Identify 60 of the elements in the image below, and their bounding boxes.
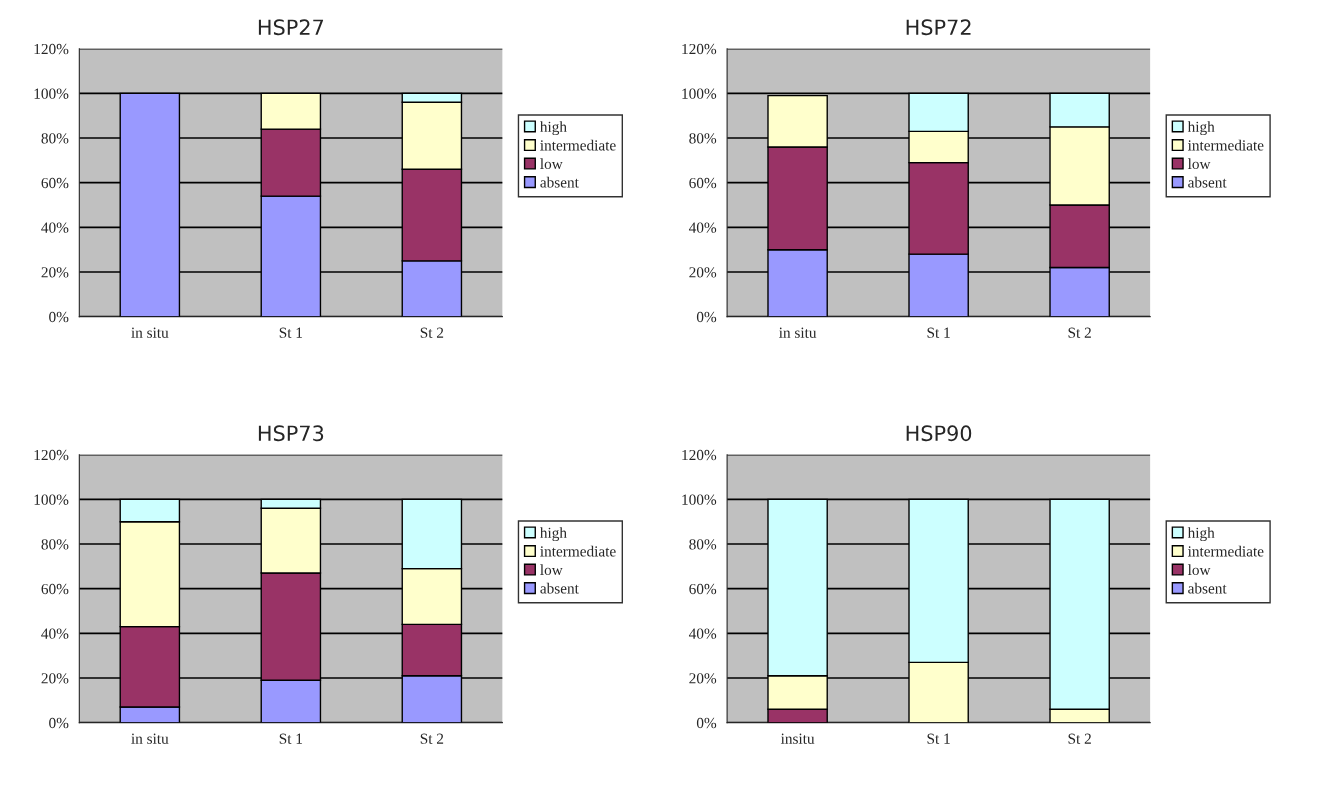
x-tick-label: St 2 xyxy=(1068,733,1091,744)
y-tick-label: 40% xyxy=(41,628,69,639)
x-tick-label: in situ xyxy=(779,327,817,338)
y-tick-label: 120% xyxy=(34,43,69,55)
x-tick-label: St 2 xyxy=(420,733,444,744)
y-tick-label: 120% xyxy=(34,449,69,461)
y-tick-label: 60% xyxy=(689,177,717,189)
legend-label: intermediate xyxy=(540,545,616,557)
y-tick-label: 0% xyxy=(49,311,69,323)
y-tick-label: 80% xyxy=(689,133,717,144)
chart-title: HSP27 xyxy=(258,19,324,36)
y-tick-label: 40% xyxy=(688,628,717,639)
y-tick-label: 0% xyxy=(49,717,69,729)
y-tick-label: 0% xyxy=(696,717,717,729)
x-tick-label: in situ xyxy=(131,327,169,338)
y-tick-label: 100% xyxy=(34,494,69,505)
legend-label: high xyxy=(540,121,567,136)
legend-label: absent xyxy=(540,582,579,594)
y-tick-label: 40% xyxy=(41,222,69,233)
x-tick-label: in situ xyxy=(131,733,169,744)
y-tick-label: 100% xyxy=(34,88,69,99)
y-tick-label: 100% xyxy=(682,494,717,505)
y-tick-label: 120% xyxy=(682,43,717,55)
y-tick-label: 20% xyxy=(41,267,69,278)
legend-label: absent xyxy=(1188,582,1227,594)
y-tick-label: 100% xyxy=(682,88,717,99)
y-tick-label: 120% xyxy=(682,449,717,461)
legend-label: low xyxy=(1187,158,1211,170)
chart-title: HSP90 xyxy=(906,425,972,442)
legend-label: high xyxy=(1187,527,1215,542)
y-tick-label: 20% xyxy=(689,267,717,278)
y-tick-label: 80% xyxy=(689,539,717,550)
x-tick-label: insitu xyxy=(780,733,815,744)
legend-label: intermediate xyxy=(1187,545,1264,557)
legend-label: absent xyxy=(540,176,579,188)
x-tick-label: St 1 xyxy=(279,733,303,744)
y-tick-label: 80% xyxy=(41,539,69,550)
y-tick-label: 0% xyxy=(696,311,717,323)
x-tick-label: St 2 xyxy=(420,327,444,338)
y-tick-label: 20% xyxy=(41,673,69,684)
x-tick-label: St 2 xyxy=(1068,327,1091,338)
y-tick-label: 40% xyxy=(688,222,717,233)
y-tick-label: 60% xyxy=(41,583,69,595)
y-tick-label: 60% xyxy=(689,583,717,595)
legend-label: intermediate xyxy=(1187,139,1264,151)
legend-label: low xyxy=(540,564,563,576)
legend-label: absent xyxy=(1188,176,1227,188)
legend-label: low xyxy=(1187,564,1211,576)
y-tick-label: 20% xyxy=(689,673,717,684)
y-tick-label: 60% xyxy=(41,177,69,189)
legend-label: high xyxy=(540,527,567,542)
chart-title: HSP72 xyxy=(906,19,971,36)
legend-label: low xyxy=(540,158,563,170)
legend-label: intermediate xyxy=(540,139,616,151)
x-tick-label: St 1 xyxy=(927,327,950,338)
x-tick-label: St 1 xyxy=(279,327,303,338)
chart-title: HSP73 xyxy=(258,425,324,442)
x-tick-label: St 1 xyxy=(927,733,950,744)
legend-label: high xyxy=(1187,121,1215,136)
y-tick-label: 80% xyxy=(41,133,69,144)
